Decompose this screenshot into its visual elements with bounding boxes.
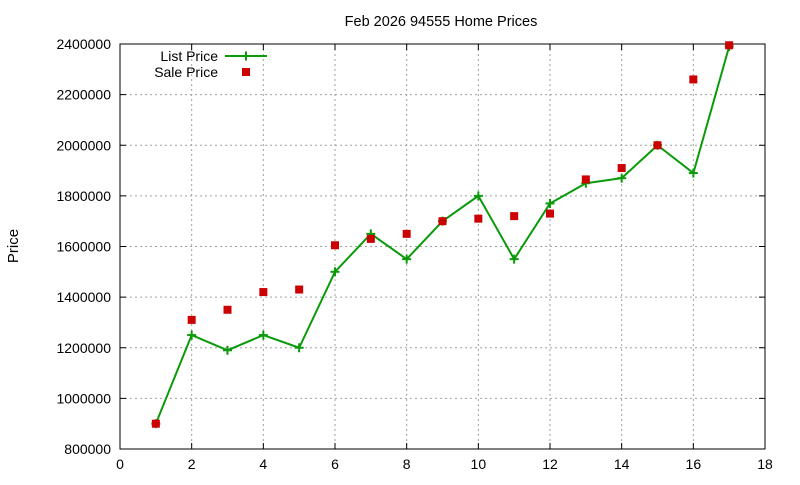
sale-price-point [295,285,304,294]
legend-plus-marker [241,51,251,61]
sale-price-point [689,75,698,84]
y-tick-label: 1600000 [56,239,111,255]
x-tick-label: 2 [188,456,196,472]
sale-price-point [546,209,554,218]
sale-price-point [617,164,626,173]
series-sale-price [151,41,734,428]
sale-price-point [510,212,519,221]
x-tick-label: 8 [403,456,411,472]
legend-label: Sale Price [154,64,218,80]
list-price-point [509,254,519,264]
x-tick-label: 16 [686,456,702,472]
list-price-point [617,173,627,183]
sale-price-point [438,217,447,226]
axes: 0 2 4 6 8 10 12 14 16 18 800000 1000000 1200000 14000… [56,36,773,472]
legend-label: List Price [160,48,218,64]
list-price-point [187,330,197,340]
x-tick-label: 6 [331,456,339,472]
legend-square-marker [242,68,250,76]
sale-price-point [402,229,411,238]
list-price-point [402,254,412,264]
list-price-point [294,343,304,353]
list-price-point [545,198,555,208]
sale-price-point [259,288,268,297]
list-price-point [258,330,268,340]
list-price-point [223,345,232,355]
sale-price-point [581,175,590,184]
y-axis-label: Price [5,229,22,263]
sale-price-point [725,41,734,50]
sale-price-point [223,305,232,314]
x-tick-label: 18 [757,456,773,472]
y-tick-label: 2400000 [56,36,111,52]
x-tick-label: 10 [471,456,487,472]
grid-lines [120,44,765,449]
x-tick-label: 12 [542,456,558,472]
x-tick-label: 14 [614,456,630,472]
list-price-point [473,191,483,201]
y-tick-label: 1200000 [56,340,111,356]
y-tick-label: 1000000 [56,390,111,406]
x-tick-label: 0 [116,456,124,472]
list-price-point [330,267,340,277]
x-tick-label: 4 [259,456,267,472]
chart-title: Feb 2026 94555 Home Prices [345,14,538,30]
list-price-point [688,168,698,178]
sale-price-point [653,141,662,150]
y-tick-label: 1800000 [56,188,111,204]
y-tick-label: 2200000 [56,87,111,103]
sale-price-point [331,241,339,250]
y-tick-label: 2000000 [56,137,111,153]
y-tick-label: 800000 [64,441,111,457]
list-price-line [154,46,731,425]
sale-price-point [151,419,160,428]
sale-price-point [187,315,196,324]
sale-price-point [366,234,375,243]
y-tick-label: 1400000 [56,289,111,305]
series [151,41,734,429]
series-list-price [151,42,734,429]
sale-price-point [474,214,483,223]
